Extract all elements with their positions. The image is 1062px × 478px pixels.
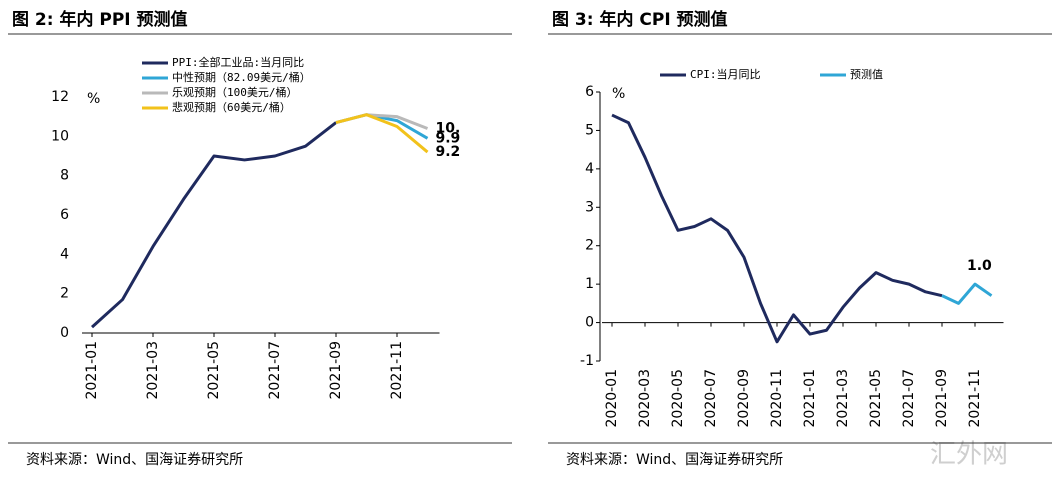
y-tick-label: 2 xyxy=(60,286,69,302)
x-tick-label: 2020-11 xyxy=(769,369,785,428)
y-unit: % xyxy=(612,86,625,102)
x-tick-label: 2020-05 xyxy=(670,369,686,428)
x-tick-label: 2021-09 xyxy=(328,341,344,400)
legend-label: 悲观预期（60美元/桶） xyxy=(172,100,291,114)
y-tick-label: 10 xyxy=(51,128,69,144)
y-tick-label: 4 xyxy=(60,246,69,262)
chart-title: 图 2: 年内 PPI 预测值 xyxy=(12,9,188,30)
series-line xyxy=(611,113,943,344)
x-tick-label: 2021-03 xyxy=(835,369,851,428)
legend-label: PPI:全部工业品:当月同比 xyxy=(172,55,304,69)
chart-title: 图 3: 年内 CPI 预测值 xyxy=(552,9,728,30)
x-tick-label: 2021-07 xyxy=(901,369,917,428)
y-tick-label: 0 xyxy=(60,325,69,341)
y-tick-label: -1 xyxy=(580,353,594,369)
y-tick-label: 5 xyxy=(585,122,594,138)
y-tick-label: 12 xyxy=(51,89,69,105)
x-tick-label: 2021-05 xyxy=(868,369,884,428)
y-tick-label: 6 xyxy=(60,207,69,223)
legend-label: 乐观预期（100美元/桶） xyxy=(172,85,298,99)
x-tick-label: 2021-03 xyxy=(145,341,161,400)
y-tick-label: 6 xyxy=(585,84,594,100)
y-tick-label: 3 xyxy=(585,199,594,215)
x-tick-label: 2021-01 xyxy=(84,341,100,400)
y-tick-label: 4 xyxy=(585,161,594,177)
y-tick-label: 2 xyxy=(585,238,594,254)
value-label: 1.0 xyxy=(967,258,992,274)
value-label: 10. xyxy=(436,120,461,136)
source: 资料来源：Wind、国海证券研究所 xyxy=(26,452,243,468)
legend-label: 中性预期（82.09美元/桶） xyxy=(172,70,311,84)
series-line xyxy=(941,282,993,305)
value-label: 9.9 xyxy=(436,130,461,146)
x-tick-label: 2020-07 xyxy=(703,369,719,428)
x-tick-label: 2020-09 xyxy=(736,369,752,428)
x-tick-label: 2021-07 xyxy=(267,341,283,400)
legend-label: CPI:当月同比 xyxy=(690,67,761,81)
x-tick-label: 2020-01 xyxy=(604,369,620,428)
series-line xyxy=(90,121,337,329)
x-tick-label: 2020-03 xyxy=(637,369,653,428)
y-tick-label: 0 xyxy=(585,315,594,331)
source: 资料来源：Wind、国海证券研究所 xyxy=(566,452,783,468)
x-tick-label: 2021-01 xyxy=(802,369,818,428)
value-label: 9.2 xyxy=(436,144,461,160)
x-tick-label: 2021-05 xyxy=(206,341,222,400)
x-tick-label: 2021-11 xyxy=(967,369,983,428)
legend-label: 预测值 xyxy=(850,68,883,81)
y-tick-label: 1 xyxy=(585,276,594,292)
y-tick-label: 8 xyxy=(60,168,69,184)
watermark: 汇外网 xyxy=(930,440,1008,470)
y-unit: % xyxy=(87,91,100,107)
series-line xyxy=(335,113,429,154)
x-tick-label: 2021-09 xyxy=(934,369,950,428)
x-tick-label: 2021-11 xyxy=(389,341,405,400)
